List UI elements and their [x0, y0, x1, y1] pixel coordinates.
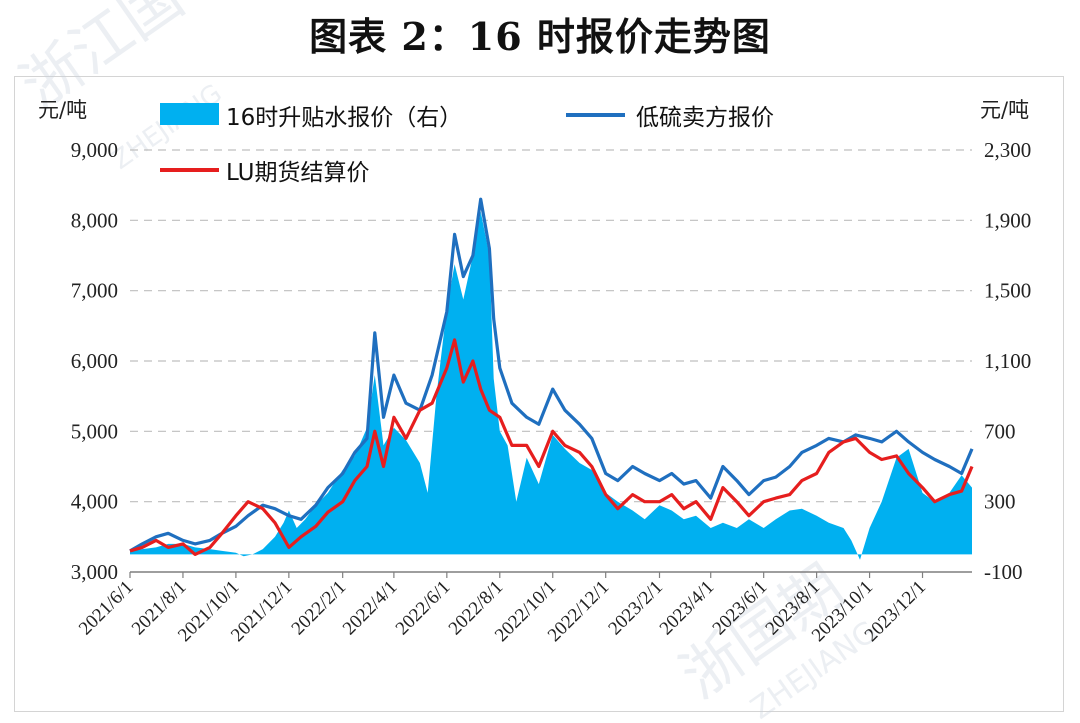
left-axis-tick-label: 6,000: [71, 349, 118, 373]
right-axis-unit: 元/吨: [980, 98, 1029, 122]
right-axis-tick-label: 1,900: [984, 208, 1031, 232]
svg-text:ZHEJIANG: ZHEJIANG: [107, 79, 228, 176]
right-axis-tick-label: 300: [984, 490, 1016, 514]
right-axis-tick-label: 2,300: [984, 138, 1031, 162]
x-axis-tick-label: 2022/4/1: [339, 577, 402, 640]
left-axis-unit: 元/吨: [38, 98, 87, 122]
area-series-group: [130, 211, 972, 560]
left-axis-tick-label: 7,000: [71, 279, 118, 303]
line-series-lu-settlement: [129, 338, 974, 557]
legend-label-blue-line: 低硫卖方报价: [636, 105, 774, 131]
left-axis-tick-label: 3,000: [71, 560, 118, 584]
right-axis-tick-label: 700: [984, 419, 1016, 443]
left-axis-tick-label: 5,000: [71, 419, 118, 443]
legend: 16时升贴水报价（右） 低硫卖方报价 LU期货结算价: [160, 103, 774, 186]
legend-label-red-line: LU期货结算价: [226, 160, 370, 186]
legend-swatch-area: [160, 103, 219, 125]
x-axis-tick-label: 2022/2/1: [288, 577, 351, 640]
right-axis-tick-label: -100: [984, 560, 1023, 584]
x-axis-tick-label: 2022/6/1: [392, 577, 455, 640]
left-axis-tick-label: 4,000: [71, 490, 118, 514]
line-series-low-sulfur-offer: [129, 197, 974, 553]
chart-title: 图表 2：16 时报价走势图: [309, 14, 771, 59]
right-axis-tick-label: 1,500: [984, 279, 1031, 303]
x-axis-tick-label: 2021/6/1: [75, 577, 138, 640]
left-axis-ticks: 9,000 8,000 7,000 6,000 5,000 4,000 3,000: [71, 138, 118, 584]
left-axis-tick-label: 9,000: [71, 138, 118, 162]
right-axis-ticks: 2,300 1,900 1,500 1,100 700 300 -100: [984, 138, 1031, 584]
legend-label-area: 16时升贴水报价（右）: [226, 105, 462, 131]
x-axis-tick-label: 2023/2/1: [604, 577, 667, 640]
chart-frame: [14, 76, 1064, 712]
area-series-premium: [130, 211, 972, 560]
left-axis-tick-label: 8,000: [71, 208, 118, 232]
right-axis-tick-label: 1,100: [984, 349, 1031, 373]
line-series-group: [129, 197, 974, 557]
